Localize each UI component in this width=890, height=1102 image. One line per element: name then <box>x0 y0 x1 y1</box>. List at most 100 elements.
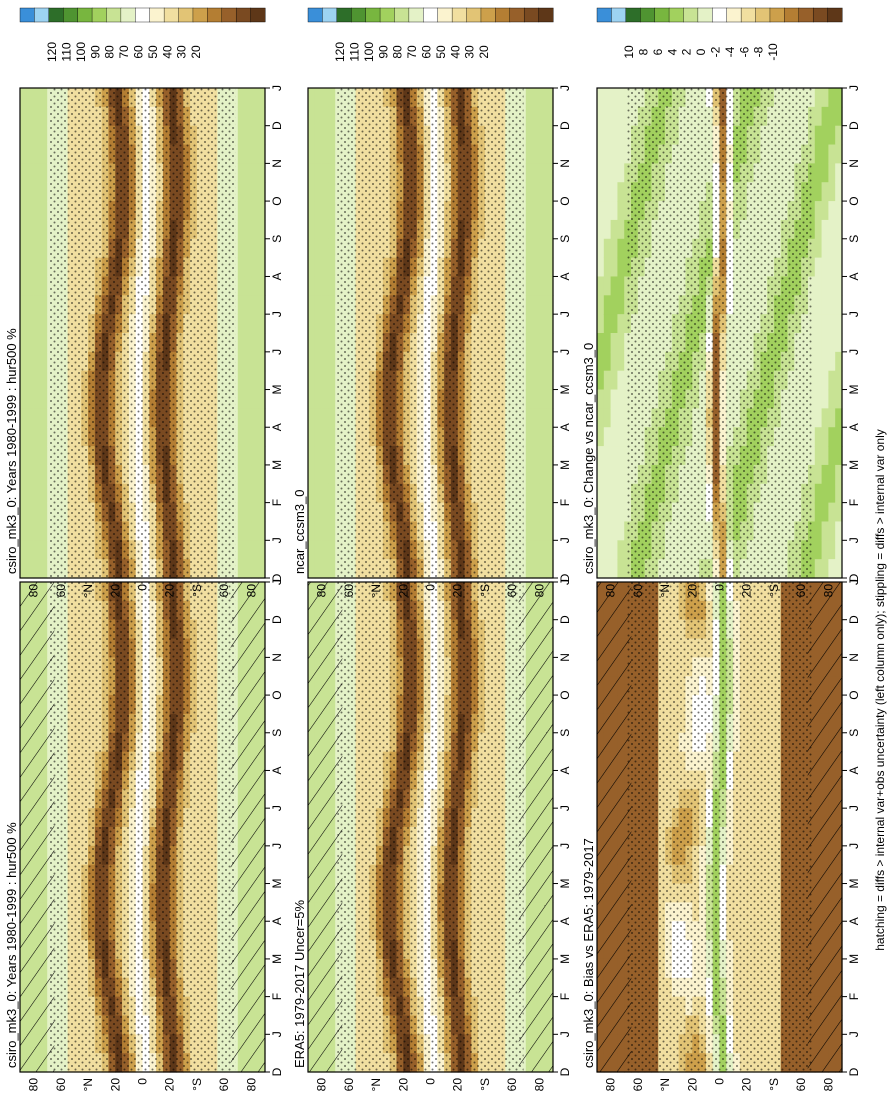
heatmap-cell <box>237 88 246 108</box>
month-tick-label: J <box>270 85 284 91</box>
heatmap-cell <box>321 238 330 259</box>
heatmap-cell <box>546 408 554 428</box>
heatmap-cell <box>251 88 259 108</box>
heatmap-cell <box>308 540 316 560</box>
month-tick-label: D <box>270 1067 284 1076</box>
month-tick-label: J <box>270 311 284 317</box>
heatmap-cell <box>308 276 316 296</box>
stippling-overlay <box>626 582 813 1072</box>
panel-title: ERA5: 1979-2017 Uncer=5% <box>292 900 307 1068</box>
month-tick-label: J <box>270 537 284 543</box>
hatching-overlay <box>597 582 632 1072</box>
month-tick-label: M <box>558 385 572 395</box>
heatmap-cell <box>237 521 246 541</box>
heatmap-cell <box>33 389 42 409</box>
heatmap-cell <box>258 427 266 447</box>
heatmap-cell <box>546 144 554 164</box>
month-tick-label: O <box>270 196 284 205</box>
heatmap-cell <box>251 540 259 560</box>
heatmap-cell <box>525 144 534 164</box>
heatmap-cell <box>33 314 42 334</box>
heatmap-cell <box>244 502 252 523</box>
heatmap-cell <box>546 88 554 108</box>
month-tick-label: D <box>847 1067 861 1076</box>
heatmap-cell <box>532 106 540 127</box>
heatmap-cell <box>314 521 323 541</box>
heatmap-cell <box>20 502 28 523</box>
heatmap-cell <box>244 88 252 108</box>
heatmap-cell <box>251 333 259 353</box>
heatmap-cell <box>546 238 554 259</box>
heatmap-cell <box>328 333 336 353</box>
heatmap-cell <box>33 219 42 240</box>
heatmap-cell <box>314 182 323 202</box>
heatmap-cell <box>308 502 316 523</box>
heatmap-cell <box>532 182 540 202</box>
heatmap-cell <box>314 144 323 164</box>
heatmap-cell <box>546 502 554 523</box>
heatmap-cell <box>539 163 547 183</box>
heatmap-cell <box>20 106 28 127</box>
heatmap-cell <box>244 219 252 240</box>
heatmap-cell <box>244 201 252 221</box>
heatmap-cell <box>328 163 336 183</box>
heatmap-cell <box>251 182 259 202</box>
heatmap-cell <box>314 389 323 409</box>
heatmap-cell <box>308 88 316 108</box>
hatching-overlay <box>518 582 553 1072</box>
month-tick-label: N <box>270 653 284 662</box>
heatmap-cell <box>321 408 330 428</box>
heatmap-cell <box>328 314 336 334</box>
heatmap-cell <box>321 502 330 523</box>
heatmap-cell <box>33 238 42 259</box>
heatmap-cell <box>26 333 35 353</box>
heatmap-cell <box>532 427 540 447</box>
heatmap-cell <box>314 88 323 108</box>
heatmap-cell <box>328 144 336 164</box>
heatmap-cell <box>258 257 266 278</box>
heatmap-cell <box>539 88 547 108</box>
heatmap-cell <box>539 408 547 428</box>
heatmap-cell <box>251 446 259 466</box>
colorbar-label: 50 <box>146 45 160 59</box>
heatmap-cell <box>20 559 28 579</box>
heatmap-cell <box>525 427 534 447</box>
heatmap-cell <box>314 125 323 146</box>
heatmap-cell <box>40 276 48 296</box>
heatmap-cell <box>33 370 42 391</box>
heatmap-cell <box>546 483 554 504</box>
heatmap-cell <box>308 182 316 202</box>
heatmap-cell <box>26 351 35 372</box>
heatmap-cell <box>237 219 246 240</box>
heatmap-cell <box>539 427 547 447</box>
heatmap-cell <box>26 182 35 202</box>
heatmap-cell <box>33 351 42 372</box>
lat-tick-label: 20 <box>163 1078 177 1092</box>
heatmap-cell <box>525 521 534 541</box>
heatmap-cell <box>525 502 534 523</box>
month-tick-label: A <box>558 917 572 925</box>
month-tick-label: J <box>270 843 284 849</box>
heatmap-cell <box>244 144 252 164</box>
heatmap-cell <box>258 389 266 409</box>
heatmap-cell <box>237 163 246 183</box>
heatmap-cell <box>532 238 540 259</box>
heatmap-cell <box>251 125 259 146</box>
heatmap-cell <box>525 540 534 560</box>
plot-frame <box>19 581 266 1073</box>
heatmap-cell <box>308 333 316 353</box>
heatmap-cell <box>20 219 28 240</box>
heatmap-cell <box>40 370 48 391</box>
heatmap-cell <box>258 502 266 523</box>
heatmap-cell <box>237 333 246 353</box>
heatmap-cell <box>258 144 266 164</box>
month-tick-label: M <box>847 954 861 964</box>
heatmap-cell <box>251 314 259 334</box>
heatmap-cell <box>258 408 266 428</box>
month-tick-label: J <box>558 579 572 585</box>
colorbar-label: 30 <box>175 45 189 59</box>
heatmap-cell <box>546 464 554 485</box>
heatmap-cell <box>525 370 534 391</box>
